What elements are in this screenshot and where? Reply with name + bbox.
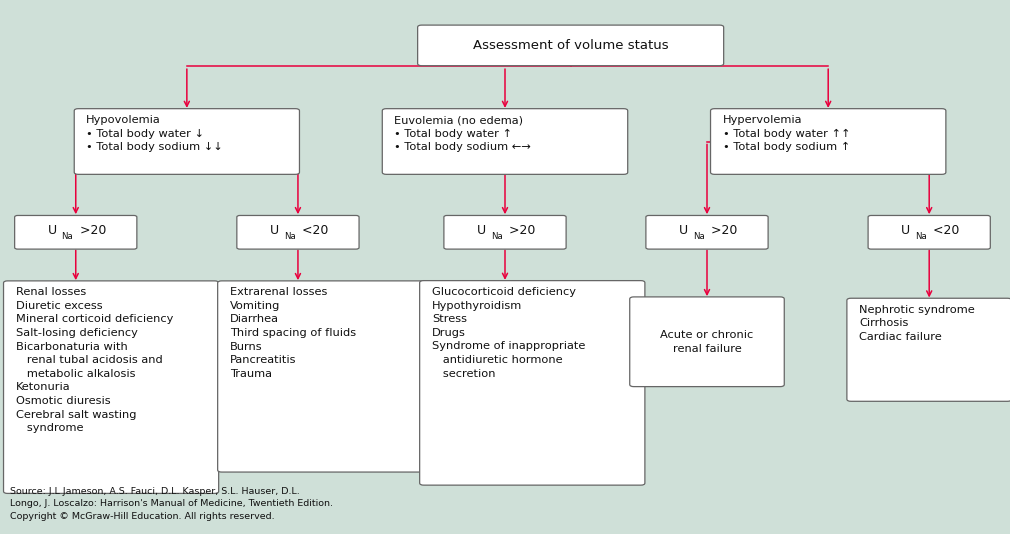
FancyBboxPatch shape: [846, 298, 1010, 402]
Text: Euvolemia (no edema)
• Total body water ↑
• Total body sodium ←→: Euvolemia (no edema) • Total body water …: [394, 115, 531, 152]
Text: U: U: [901, 224, 910, 237]
Text: Na: Na: [915, 232, 927, 241]
Text: <20: <20: [929, 224, 960, 237]
FancyBboxPatch shape: [418, 25, 723, 66]
FancyBboxPatch shape: [236, 215, 360, 249]
Text: U: U: [477, 224, 486, 237]
Text: <20: <20: [298, 224, 328, 237]
Text: Source: J.L Jameson, A.S. Fauci, D.L. Kasper, S.L. Hauser, D.L.
Longo, J. Loscal: Source: J.L Jameson, A.S. Fauci, D.L. Ka…: [10, 488, 333, 521]
Text: Hypovolemia
• Total body water ↓
• Total body sodium ↓↓: Hypovolemia • Total body water ↓ • Total…: [86, 115, 223, 152]
FancyBboxPatch shape: [444, 215, 566, 249]
Text: Extrarenal losses
Vomiting
Diarrhea
Third spacing of fluids
Burns
Pancreatitis
T: Extrarenal losses Vomiting Diarrhea Thir…: [230, 287, 356, 379]
Text: Na: Na: [693, 232, 705, 241]
FancyBboxPatch shape: [218, 281, 432, 472]
Text: Assessment of volume status: Assessment of volume status: [473, 39, 669, 52]
Text: Acute or chronic
renal failure: Acute or chronic renal failure: [661, 330, 753, 354]
Text: U: U: [679, 224, 688, 237]
FancyBboxPatch shape: [75, 109, 299, 174]
FancyBboxPatch shape: [646, 215, 768, 249]
FancyBboxPatch shape: [14, 215, 137, 249]
FancyBboxPatch shape: [382, 109, 627, 174]
Text: >20: >20: [505, 224, 535, 237]
FancyBboxPatch shape: [869, 215, 990, 249]
FancyBboxPatch shape: [4, 281, 218, 493]
Text: >20: >20: [76, 224, 106, 237]
FancyBboxPatch shape: [420, 281, 645, 485]
Text: Nephrotic syndrome
Cirrhosis
Cardiac failure: Nephrotic syndrome Cirrhosis Cardiac fai…: [858, 304, 975, 342]
FancyBboxPatch shape: [710, 109, 945, 174]
Text: Hypervolemia
• Total body water ↑↑
• Total body sodium ↑: Hypervolemia • Total body water ↑↑ • Tot…: [722, 115, 850, 153]
Text: U: U: [270, 224, 279, 237]
Text: Na: Na: [284, 232, 296, 241]
Text: Na: Na: [491, 232, 503, 241]
Text: Glucocorticoid deficiency
Hypothyroidism
Stress
Drugs
Syndrome of inappropriate
: Glucocorticoid deficiency Hypothyroidism…: [432, 287, 585, 379]
Text: Renal losses
Diuretic excess
Mineral corticoid deficiency
Salt-losing deficiency: Renal losses Diuretic excess Mineral cor…: [16, 287, 173, 433]
FancyBboxPatch shape: [630, 297, 784, 387]
Text: >20: >20: [707, 224, 737, 237]
Text: Na: Na: [62, 232, 74, 241]
Text: U: U: [47, 224, 57, 237]
